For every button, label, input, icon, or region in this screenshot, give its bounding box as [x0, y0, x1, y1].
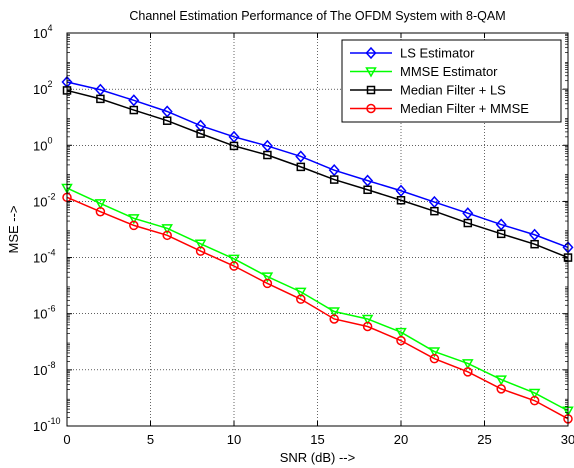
x-axis-label: SNR (dB) --> — [280, 450, 355, 465]
data-point — [529, 395, 540, 406]
legend-entry: Median Filter + MMSE — [350, 101, 529, 116]
data-point — [129, 220, 139, 231]
data-point — [328, 307, 340, 318]
data-point — [463, 367, 473, 377]
data-point — [261, 272, 274, 283]
data-point — [296, 162, 306, 172]
data-point — [396, 335, 406, 346]
data-point — [94, 199, 107, 210]
y-axis-label: MSE --> — [6, 205, 21, 253]
data-point — [328, 164, 340, 177]
data-point — [495, 218, 507, 231]
legend-label: Median Filter + MMSE — [400, 101, 529, 116]
y-tick-label: 104 — [33, 23, 52, 41]
legend-entry: LS Estimator — [350, 46, 475, 61]
data-point — [528, 388, 541, 400]
legend-label: LS Estimator — [400, 46, 475, 61]
y-tick-label: 102 — [33, 79, 52, 97]
legend-entry: MMSE Estimator — [350, 64, 498, 79]
data-point — [530, 239, 539, 249]
data-point — [129, 105, 139, 115]
x-tick-label: 0 — [63, 432, 70, 447]
data-point — [162, 230, 172, 241]
series-line — [66, 81, 569, 249]
chart-title: Channel Estimation Performance of The OF… — [129, 9, 505, 23]
legend-label: MMSE Estimator — [400, 64, 498, 79]
series-line — [66, 196, 569, 420]
data-point — [428, 347, 441, 358]
data-point — [329, 175, 339, 184]
data-point — [296, 294, 306, 304]
data-point — [429, 353, 440, 364]
data-point — [496, 384, 506, 394]
data-point — [96, 94, 105, 104]
x-tick-label: 5 — [147, 432, 154, 447]
data-point — [495, 375, 507, 386]
data-point — [195, 246, 206, 256]
data-point — [229, 261, 239, 271]
data-point — [162, 116, 172, 125]
y-tick-label: 10-6 — [33, 304, 55, 322]
data-point — [262, 278, 273, 289]
y-tick-label: 10-8 — [33, 360, 55, 378]
data-point — [194, 239, 207, 250]
x-tick-label: 25 — [477, 432, 491, 447]
data-point — [229, 141, 239, 151]
legend-entry: Median Filter + LS — [350, 83, 506, 98]
data-point — [263, 150, 272, 160]
series-line — [66, 187, 569, 412]
data-point — [462, 207, 474, 220]
data-point — [395, 184, 407, 197]
data-point — [295, 150, 307, 163]
data-point — [395, 327, 407, 339]
y-tick-label: 10-4 — [33, 248, 55, 266]
legend: LS Estimator MMSE Estimator Median Filter … — [341, 39, 562, 123]
data-point — [496, 229, 506, 239]
legend-label: Median Filter + LS — [400, 83, 506, 98]
legend-marker — [366, 103, 376, 114]
legend-marker — [365, 46, 377, 60]
x-tick-label: 15 — [310, 432, 324, 447]
y-axis-ticks: 10-10 10-8 10-6 10-4 10-2 100 102 104 — [33, 23, 568, 434]
data-point — [95, 206, 106, 217]
x-tick-label: 20 — [394, 432, 408, 447]
legend-marker — [365, 67, 377, 78]
series-mmse-estimator — [61, 183, 574, 417]
data-point — [529, 228, 541, 241]
data-point — [128, 214, 140, 225]
data-point — [430, 206, 439, 216]
data-point — [128, 94, 140, 107]
x-axis-ticks: 0 5 10 15 20 25 30 — [63, 33, 574, 447]
y-tick-label: 10-10 — [33, 416, 60, 434]
data-point — [363, 185, 372, 195]
data-point — [361, 314, 374, 325]
data-point — [462, 359, 474, 370]
series-median-filter-mmse — [62, 192, 573, 424]
y-tick-label: 10-2 — [33, 191, 55, 209]
data-point — [161, 224, 173, 235]
x-tick-label: 30 — [561, 432, 574, 447]
data-point — [396, 196, 406, 205]
series-line — [66, 89, 569, 259]
x-tick-label: 10 — [227, 432, 241, 447]
data-point — [196, 129, 205, 138]
legend-marker — [366, 85, 376, 95]
y-tick-label: 100 — [33, 135, 52, 153]
data-point — [295, 287, 307, 298]
data-point — [463, 218, 473, 228]
data-point — [362, 321, 373, 332]
data-point — [228, 254, 240, 265]
data-point — [329, 314, 339, 324]
